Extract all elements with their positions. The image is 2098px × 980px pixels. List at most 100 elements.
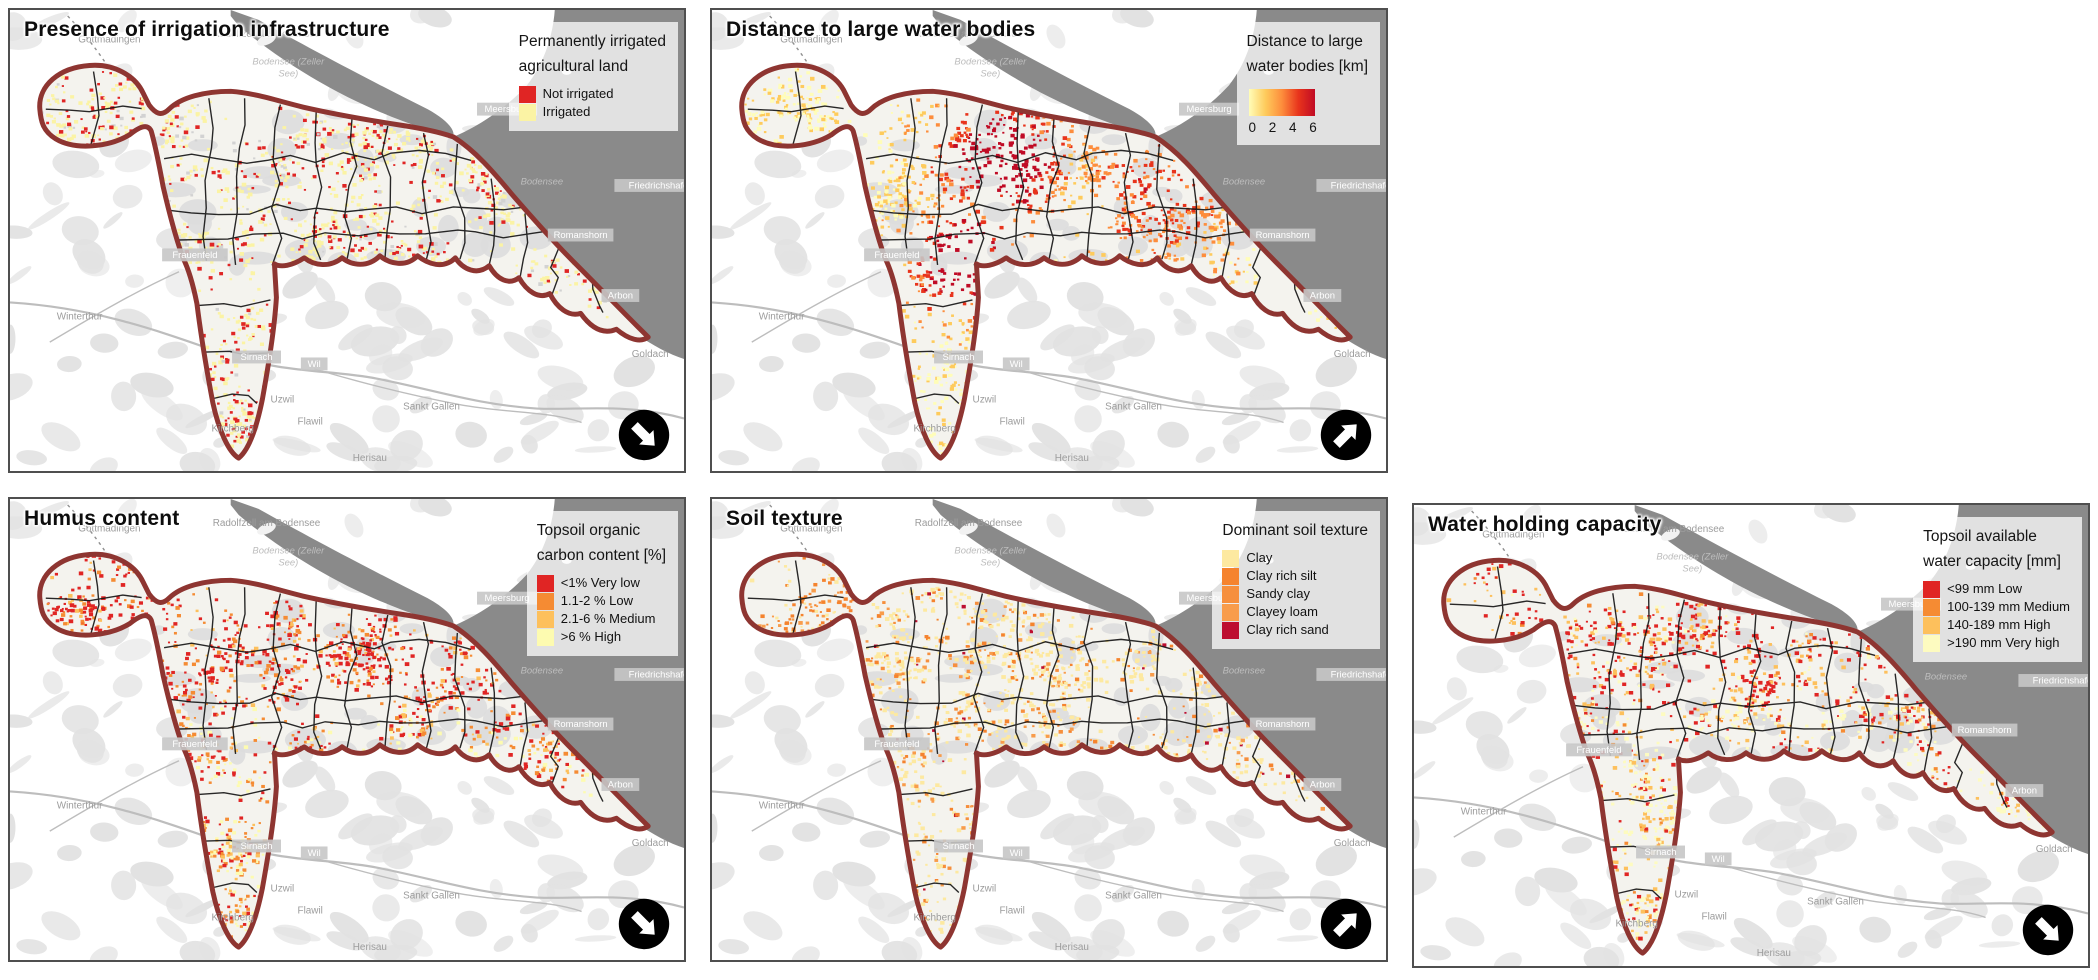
place-label: Romanshorn xyxy=(1256,229,1310,240)
legend-title: Distance to large xyxy=(1246,33,1363,50)
legend-item: <99 mm Low xyxy=(1923,580,2070,598)
place-label: Kirchberg xyxy=(211,912,253,923)
place-label: Herisau xyxy=(353,942,387,953)
place-label: Meersburg xyxy=(484,103,529,114)
legend-swatch xyxy=(1222,567,1240,585)
place-label: Kirchberg xyxy=(913,423,955,434)
legend-swatch xyxy=(536,628,554,646)
legend-item: <1% Very low xyxy=(536,574,666,592)
place-label: Sankt Gallen xyxy=(403,402,460,413)
place-label: Bodensee xyxy=(1223,664,1265,675)
north-arrow-icon xyxy=(1318,896,1374,952)
north-arrow-icon xyxy=(616,407,672,463)
place-label: Herisau xyxy=(1055,453,1089,464)
place-label: Arbon xyxy=(608,290,633,301)
legend-gradient-bar xyxy=(1248,88,1315,116)
legend-label: 1.1-2 % Low xyxy=(560,592,634,608)
legend-title: Permanently irrigated xyxy=(518,33,666,50)
legend-label: <1% Very low xyxy=(560,574,640,590)
place-label: Goldach xyxy=(632,838,669,849)
place-label: Radolfzell am Bodensee xyxy=(915,29,1023,40)
place-label: Uzwil xyxy=(973,395,997,406)
panel-title: Soil texture xyxy=(726,507,843,530)
place-label: See) xyxy=(980,67,1000,78)
legend-label: Clay rich sand xyxy=(1246,621,1329,637)
north-arrow-icon xyxy=(616,896,672,952)
legend-title: Dominant soil texture xyxy=(1222,522,1368,539)
panel-water-capacity: Gottmadingen Radolfzell am Bodensee Bodens… xyxy=(1412,503,2090,968)
legend-swatch xyxy=(536,574,554,592)
north-arrow-icon xyxy=(1318,407,1374,463)
legend-swatch xyxy=(1222,549,1240,567)
legend-label: >190 mm Very high xyxy=(1947,634,2060,650)
legend-label: 140-189 mm High xyxy=(1947,616,2051,632)
place-label: Gottmadingen xyxy=(78,524,140,535)
legend-label: >6 % High xyxy=(560,628,622,644)
legend-gradient-ticks: 0 2 4 6 xyxy=(1248,119,1322,135)
place-label: Meersburg xyxy=(1186,103,1231,114)
place-label: Sirnach xyxy=(943,840,975,851)
place-label: Goldach xyxy=(2036,844,2073,855)
place-label: Bodensee xyxy=(1925,670,1967,681)
legend-label: 100-139 mm Medium xyxy=(1947,598,2070,614)
place-label: Gottmadingen xyxy=(780,35,842,46)
place-label: Flawil xyxy=(298,905,323,916)
legend-swatch xyxy=(536,592,554,610)
place-label: Meersburg xyxy=(1186,592,1231,603)
place-label: Kirchberg xyxy=(211,423,253,434)
place-label: Gottmadingen xyxy=(780,524,842,535)
place-label: Arbon xyxy=(1310,290,1335,301)
place-label: Wil xyxy=(1010,358,1023,369)
place-label: Radolfzell am Bodensee xyxy=(213,29,321,40)
place-label: Bodensee (Zeller xyxy=(1656,551,1729,562)
legend-item: Irrigated xyxy=(518,103,666,121)
map-legend: Topsoil available water capacity [mm] <99 … xyxy=(1913,517,2082,662)
legend-item: Clay rich sand xyxy=(1222,621,1368,639)
place-label: Winterthur xyxy=(759,800,805,811)
place-label: Herisau xyxy=(1757,948,1791,959)
legend-swatch xyxy=(518,85,536,103)
place-label: Winterthur xyxy=(759,311,805,322)
place-label: Friedrichshafen xyxy=(629,668,684,679)
legend-label: <99 mm Low xyxy=(1947,580,2022,596)
map-legend: Distance to large water bodies [km] 0 2 4 … xyxy=(1236,22,1380,145)
place-label: Radolfzell am Bodensee xyxy=(915,518,1023,529)
legend-item: 140-189 mm High xyxy=(1923,616,2070,634)
legend-item: 100-139 mm Medium xyxy=(1923,598,2070,616)
panel-humus: Gottmadingen Radolfzell am Bodensee Bodens… xyxy=(8,497,686,962)
place-label: Arbon xyxy=(2012,785,2037,796)
legend-label: Clayey loam xyxy=(1246,603,1318,619)
place-label: Sankt Gallen xyxy=(403,891,460,902)
map-legend: Dominant soil texture Clay Clay rich silt S… xyxy=(1212,511,1380,649)
place-label: Meersburg xyxy=(1888,598,1933,609)
place-label: Wil xyxy=(308,358,321,369)
legend-swatch xyxy=(518,103,536,121)
legend-swatch xyxy=(1923,634,1941,652)
place-label: Winterthur xyxy=(57,800,103,811)
place-label: Frauenfeld xyxy=(1576,744,1621,755)
north-arrow-icon xyxy=(2020,902,2076,958)
place-label: See) xyxy=(278,556,298,567)
place-label: Frauenfeld xyxy=(172,249,217,260)
place-label: Sirnach xyxy=(943,351,975,362)
basemap: Gottmadingen Radolfzell am Bodensee Bodens… xyxy=(712,10,1386,471)
legend-label: Not irrigated xyxy=(542,85,614,101)
panel-title: Presence of irrigation infrastructure xyxy=(24,18,390,41)
place-label: Wil xyxy=(1712,853,1725,864)
legend-swatch xyxy=(1923,580,1941,598)
legend-swatch xyxy=(536,610,554,628)
legend-title: carbon content [%] xyxy=(536,546,666,564)
place-label: Wil xyxy=(308,847,321,858)
legend-swatch xyxy=(1222,585,1240,603)
place-label: Kirchberg xyxy=(1615,918,1657,929)
place-label: Uzwil xyxy=(271,884,295,895)
legend-label: 2.1-6 % Medium xyxy=(560,610,656,626)
legend-item: 1.1-2 % Low xyxy=(536,592,666,610)
place-label: Uzwil xyxy=(973,884,997,895)
place-label: Goldach xyxy=(1334,838,1371,849)
place-label: Bodensee (Zeller xyxy=(954,56,1027,67)
panel-title: Distance to large water bodies xyxy=(726,18,1036,41)
place-label: Winterthur xyxy=(57,311,103,322)
place-label: Herisau xyxy=(1055,942,1089,953)
place-label: Friedrichshafen xyxy=(1331,179,1386,190)
